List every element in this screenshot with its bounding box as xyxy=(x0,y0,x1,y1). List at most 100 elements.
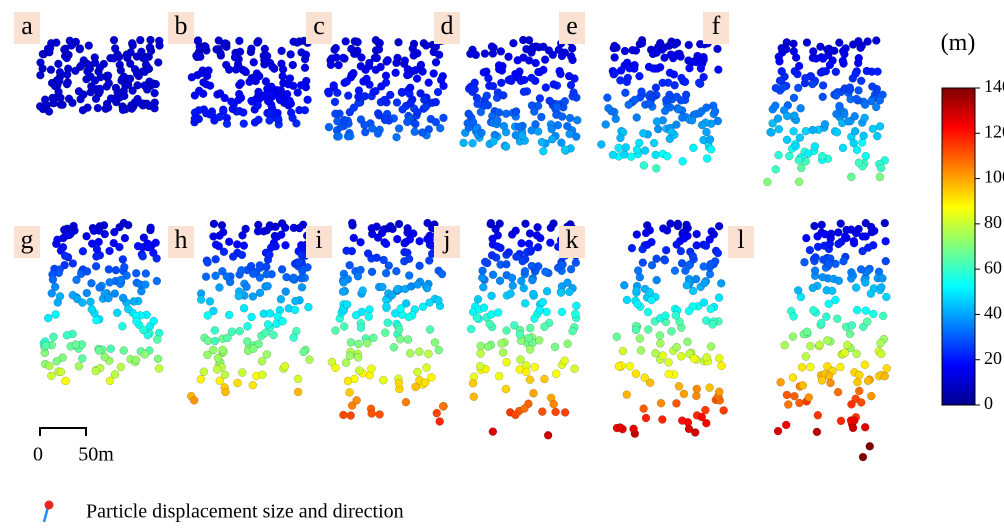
particle xyxy=(560,356,569,365)
particle xyxy=(856,265,866,274)
particle xyxy=(522,367,531,377)
particle xyxy=(139,233,149,242)
particle xyxy=(868,82,877,91)
particle xyxy=(675,317,684,327)
particle xyxy=(790,111,799,120)
particle xyxy=(660,256,670,265)
particle xyxy=(103,103,113,112)
particle xyxy=(880,371,889,381)
particle xyxy=(501,384,511,394)
particle xyxy=(566,52,576,61)
particle xyxy=(347,401,357,410)
particle xyxy=(616,133,625,143)
particle xyxy=(667,127,676,137)
particle xyxy=(90,76,100,85)
particle xyxy=(246,261,256,271)
particle xyxy=(487,42,497,51)
particle xyxy=(230,53,240,62)
particle xyxy=(656,339,665,348)
particle xyxy=(533,223,542,232)
particle xyxy=(604,103,613,113)
particle xyxy=(875,172,885,182)
particle xyxy=(881,256,890,266)
particle xyxy=(331,326,340,335)
particle xyxy=(863,243,873,252)
particle xyxy=(506,74,515,84)
particle xyxy=(514,122,524,132)
particle xyxy=(78,105,88,115)
particle xyxy=(239,108,248,117)
particle xyxy=(365,305,374,314)
particle xyxy=(415,236,424,246)
particle xyxy=(809,47,818,56)
particle xyxy=(806,341,815,351)
particle xyxy=(68,259,78,268)
particle xyxy=(373,129,383,138)
particle xyxy=(43,44,53,54)
particle xyxy=(677,352,686,361)
particle xyxy=(685,63,694,73)
particle xyxy=(797,363,807,372)
particle xyxy=(497,78,506,88)
particle-panel xyxy=(35,35,164,116)
particle xyxy=(545,96,554,106)
particle xyxy=(353,353,363,362)
particle xyxy=(820,119,830,129)
particle xyxy=(274,92,284,102)
particle xyxy=(840,348,850,358)
particle xyxy=(394,38,403,47)
particle xyxy=(405,83,415,92)
particle xyxy=(118,322,127,331)
particle xyxy=(714,293,724,302)
particle xyxy=(72,275,81,285)
particle xyxy=(678,157,687,166)
particle xyxy=(199,367,209,376)
particle xyxy=(564,71,574,81)
particle xyxy=(276,295,286,304)
particle xyxy=(565,287,574,297)
particle xyxy=(369,87,378,97)
particle xyxy=(847,268,856,277)
particle xyxy=(234,95,243,105)
particle xyxy=(129,297,139,306)
particle xyxy=(855,370,864,380)
particle xyxy=(541,83,551,92)
particle xyxy=(250,118,260,127)
particle xyxy=(219,107,228,116)
particle xyxy=(638,258,648,267)
particle xyxy=(211,271,220,281)
particle xyxy=(645,287,655,297)
particle xyxy=(131,355,141,365)
particle xyxy=(854,158,864,167)
particle xyxy=(243,322,252,331)
particle xyxy=(560,97,570,106)
particle xyxy=(273,108,282,118)
particle xyxy=(854,37,863,46)
particle xyxy=(519,283,528,293)
particle xyxy=(104,78,114,88)
particle xyxy=(347,44,356,54)
particle xyxy=(138,252,147,261)
particle xyxy=(363,249,373,258)
particle xyxy=(603,93,612,102)
particle xyxy=(865,442,875,451)
particle xyxy=(610,41,619,51)
particle xyxy=(627,243,637,253)
particle xyxy=(224,310,234,320)
particle xyxy=(291,296,300,306)
particle xyxy=(667,327,676,336)
particle-panel xyxy=(597,36,723,173)
particle xyxy=(131,268,141,278)
particle xyxy=(850,416,859,425)
particle xyxy=(488,81,498,91)
particle xyxy=(715,354,724,363)
particle xyxy=(352,396,361,405)
particle xyxy=(420,378,430,387)
particle xyxy=(153,335,162,344)
particle xyxy=(228,252,238,261)
particle xyxy=(431,117,441,127)
particle xyxy=(794,177,804,186)
particle xyxy=(833,314,842,323)
particle xyxy=(263,320,273,329)
particle xyxy=(205,297,215,306)
